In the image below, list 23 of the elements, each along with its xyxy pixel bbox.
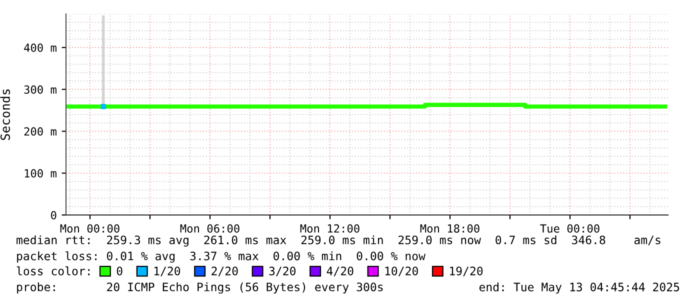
y-tick-label: 0 <box>51 211 56 220</box>
text: median rtt: 259.3 ms avg 261.0 ms max 259.0 ms min 259.0 ms now 0.7 ms sd 346.8 am/s <box>16 235 660 247</box>
text: packet loss: 0.01 % avg 3.37 % max 0.00 % min 0.00 % now <box>17 251 426 263</box>
legend-label: 10/20 <box>385 266 418 276</box>
y-tick-label: 200 m <box>24 127 56 136</box>
legend-label: 2/20 <box>212 266 238 276</box>
x-tick-label: Tue 00:00 <box>540 224 600 233</box>
legend-label: 3/20 <box>269 266 296 276</box>
y-tick-label: 300 m <box>24 85 56 94</box>
y-tick-label: 100 m <box>24 169 56 178</box>
x-tick-label: Mon 00:00 <box>60 224 120 233</box>
legend-label: 19/20 <box>450 266 483 276</box>
legend-label: 1/20 <box>154 266 180 276</box>
y-axis-title: Seconds <box>0 89 10 140</box>
text: end: Tue May 13 04:45:44 2025 <box>479 282 680 294</box>
legend-label: 0 <box>116 266 122 276</box>
text: probe: 20 ICMP Echo Pings (56 Bytes) every 300s <box>17 282 383 294</box>
legend-title: loss color: <box>16 266 90 276</box>
x-tick-label: Mon 12:00 <box>300 224 360 233</box>
x-tick-label: Mon 18:00 <box>420 224 480 233</box>
legend-label: 4/20 <box>326 266 354 276</box>
y-tick-label: 400 m <box>24 44 56 52</box>
x-tick-label: Mon 06:00 <box>180 224 240 233</box>
